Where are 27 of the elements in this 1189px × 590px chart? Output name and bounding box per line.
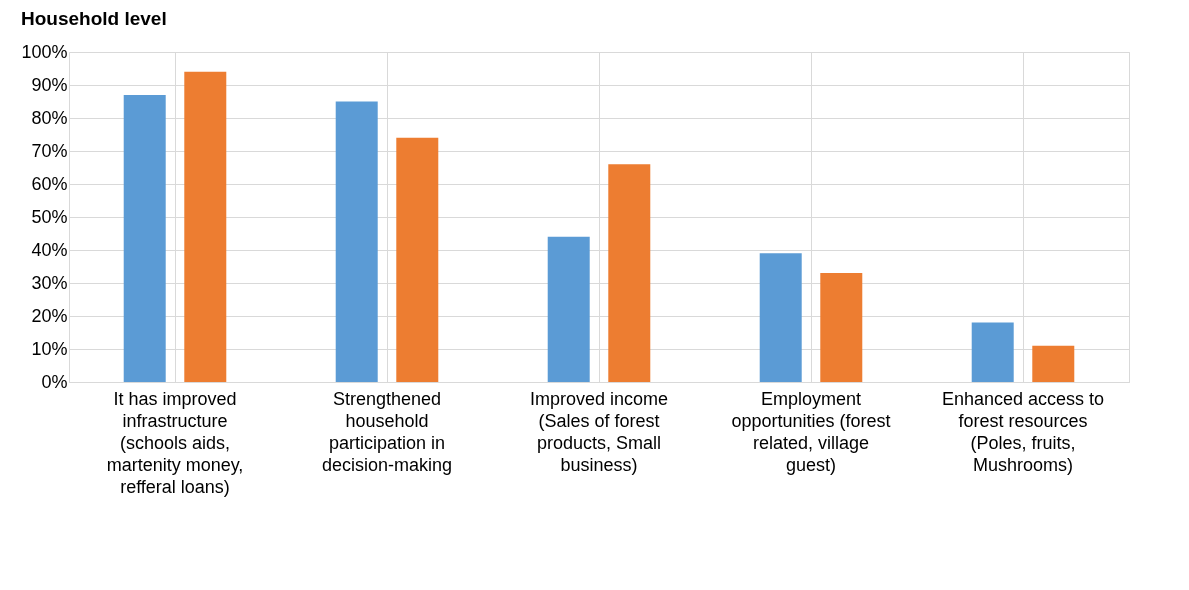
x-tick-label: Enhanced access to forest resources (Poles, fruits, Mushrooms) <box>941 388 1105 475</box>
y-tick-label: 100% <box>21 41 68 62</box>
bar <box>184 71 227 382</box>
bar <box>759 253 802 382</box>
y-tick-label: 90% <box>31 74 68 95</box>
y-tick-label: 20% <box>31 305 68 326</box>
bar <box>820 273 863 382</box>
x-tick-label: Employment opportunities (forest related, village guest) <box>731 388 891 475</box>
y-tick-label: 30% <box>31 272 68 293</box>
y-tick-label: 50% <box>31 206 68 227</box>
bar <box>547 236 590 382</box>
y-tick-label: 60% <box>31 173 68 194</box>
bar <box>123 94 166 382</box>
x-tick-label: Strengthened household participation in decision-making <box>321 388 453 475</box>
x-tick-label: It has improved infrastructure (schools aids, martenity money, refferal loans) <box>106 388 244 497</box>
bar <box>1032 345 1075 382</box>
y-tick-label: 0% <box>41 371 68 392</box>
y-tick-label: 10% <box>31 338 68 359</box>
bar <box>335 101 378 382</box>
y-tick-label: 40% <box>31 239 68 260</box>
x-tick-label: Improved income (Sales of forest products, Small business) <box>529 388 669 475</box>
chart-title: Household level <box>20 8 167 29</box>
bar <box>396 137 439 382</box>
bar <box>608 164 651 382</box>
y-tick-label: 80% <box>31 107 68 128</box>
bar <box>971 322 1014 382</box>
y-tick-label: 70% <box>31 140 68 161</box>
